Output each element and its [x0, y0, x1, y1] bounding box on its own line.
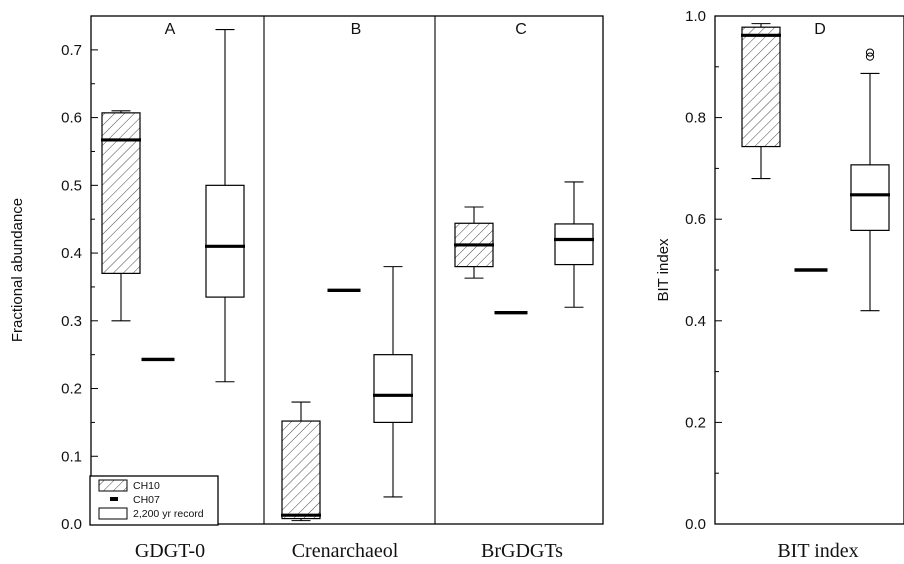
- outlier-point: [865, 48, 875, 57]
- panel-letter-b: B: [351, 21, 362, 38]
- y-tick-label: 0.6: [685, 211, 706, 228]
- y-tick-label: 0.4: [685, 313, 706, 330]
- y-tick-label: 0.5: [61, 177, 82, 194]
- right-ylabel: BIT index: [655, 238, 672, 302]
- left-chart: 0.0 0.1 0.2 0.3 0.4 0.5 0.6 0.7: [61, 15, 604, 533]
- box-ch10: [454, 206, 494, 279]
- box-iqr: [741, 26, 781, 148]
- y-tick-label: 0.1: [61, 448, 82, 465]
- y-tick-label: 0.7: [61, 42, 82, 59]
- box-iqr: [281, 420, 321, 520]
- panel-letter-a: A: [165, 21, 176, 38]
- category-label-brgdgts: BrGDGTs: [481, 540, 563, 562]
- y-tick-label: 0.8: [685, 110, 706, 127]
- box-2200yr-record: [554, 181, 594, 308]
- left-ylabel: Fractional abundance: [9, 198, 26, 342]
- box-ch10: [101, 110, 141, 322]
- box-iqr: [850, 164, 890, 231]
- box-2200yr-record: [205, 28, 245, 383]
- y-tick-label: 0.0: [61, 516, 82, 533]
- panel-letter-c: C: [515, 21, 527, 38]
- plot-frame: [90, 15, 604, 525]
- box-ch10: [741, 23, 781, 180]
- panel-letter-d: D: [814, 21, 826, 38]
- legend-swatch-2200yr: [98, 507, 128, 520]
- legend-label-2200yr: 2,200 yr record: [133, 508, 204, 520]
- category-label-bit-index: BIT index: [777, 540, 858, 562]
- y-tick-label: 0.2: [685, 414, 706, 431]
- legend-label-ch10: CH10: [133, 480, 160, 492]
- y-tick-label: 0.3: [61, 313, 82, 330]
- legend-label-ch07: CH07: [133, 494, 160, 506]
- category-label-crenarchaeol: Crenarchaeol: [292, 540, 399, 562]
- box-iqr: [373, 354, 413, 423]
- y-tick-label: 0.6: [61, 110, 82, 127]
- legend-swatch-ch10: [98, 479, 128, 492]
- box-ch10: [281, 401, 321, 522]
- y-tick-label: 0.4: [61, 245, 82, 262]
- box-iqr: [205, 184, 245, 298]
- box-iqr: [554, 223, 594, 266]
- legend: CH10 CH07 2,200 yr record: [89, 475, 219, 526]
- y-tick-label: 1.0: [685, 8, 706, 25]
- y-tick-label: 0.2: [61, 381, 82, 398]
- right-chart: 0.0 0.2 0.4 0.6 0.8 1.0: [685, 8, 904, 533]
- y-tick-label: 0.0: [685, 516, 706, 533]
- legend-swatch-ch07: [110, 497, 118, 501]
- category-label-gdgt0: GDGT-0: [135, 540, 205, 562]
- box-iqr: [101, 112, 141, 274]
- box-2200yr-record: [373, 266, 413, 498]
- outlier-point: [865, 52, 875, 61]
- box-2200yr-record: [850, 48, 890, 312]
